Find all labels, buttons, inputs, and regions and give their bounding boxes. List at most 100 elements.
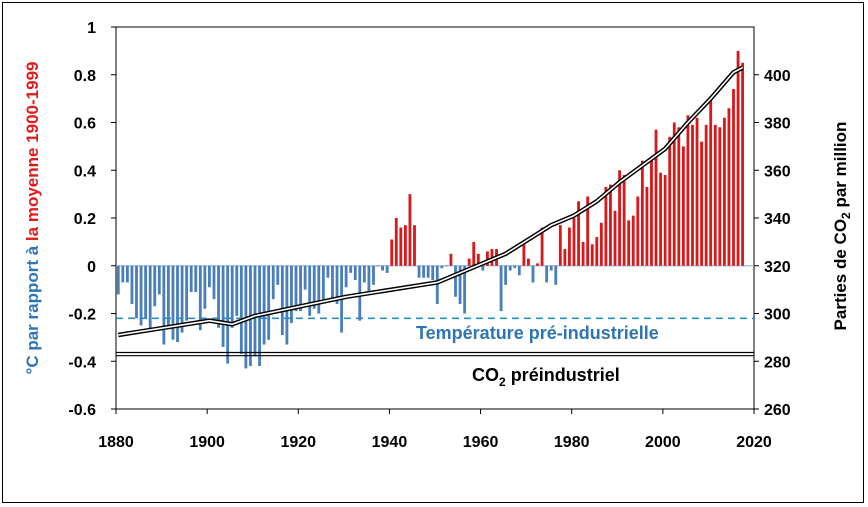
temperature-bar-2010 [709, 98, 713, 266]
temperature-bar-1922 [308, 265, 312, 316]
y-left-tick-label-6: 0.6 [74, 116, 96, 133]
temperature-bar-1888 [153, 265, 157, 307]
temperature-bar-1894 [180, 265, 184, 333]
temperature-bar-2014 [727, 108, 731, 266]
temperature-bar-1915 [276, 265, 280, 285]
temperature-bar-1891 [166, 265, 170, 328]
temperature-bar-1973 [540, 227, 544, 266]
temperature-bar-1905 [230, 265, 234, 328]
temperature-bar-1941 [394, 218, 398, 266]
temperature-bar-1965 [504, 265, 508, 285]
y-left-tick-label-4: 0.2 [74, 211, 96, 228]
temperature-bar-2012 [718, 127, 722, 266]
temperature-bar-1993 [631, 215, 635, 266]
temperature-bar-1989 [613, 210, 617, 266]
temperature-bar-1974 [545, 265, 549, 283]
temperature-bar-2008 [700, 141, 704, 266]
temperature-bar-1958 [472, 241, 476, 266]
temperature-bar-1996 [645, 186, 649, 266]
temperature-bar-1955 [458, 265, 462, 304]
y-left-tick-label-5: 0.4 [74, 163, 96, 180]
y-left-tick-label-8: 1 [87, 20, 96, 37]
co2-line-outer [117, 65, 744, 338]
temperature-bar-1943 [403, 225, 407, 266]
temperature-bar-1916 [280, 265, 284, 335]
temperature-bar-1976 [554, 265, 558, 285]
temperature-bar-1925 [321, 265, 325, 300]
temperature-bar-1913 [267, 265, 271, 340]
temperature-bar-2009 [704, 124, 708, 266]
temperature-bar-1892 [171, 265, 175, 340]
temperature-bar-1914 [271, 265, 275, 300]
y-right-tick-label-7: 400 [764, 68, 791, 85]
temperature-bar-1986 [599, 222, 603, 266]
temperature-bar-1934 [362, 265, 366, 283]
y-axis-right-label-main: Parties de CO [831, 219, 850, 331]
x-tick-label-5: 1980 [554, 434, 590, 451]
temperature-bar-1917 [285, 265, 289, 345]
temperature-bar-2004 [681, 146, 685, 266]
y-right-tick-label-5: 360 [764, 163, 791, 180]
temperature-bar-1982 [581, 241, 585, 266]
temperature-bar-1901 [212, 265, 216, 300]
temperature-bar-1907 [239, 265, 243, 355]
temperature-bar-1969 [522, 241, 526, 266]
temperature-bar-1926 [326, 265, 330, 278]
temperature-bar-2005 [686, 115, 690, 266]
temperature-bar-2000 [663, 175, 667, 266]
temperature-bar-1961 [485, 251, 489, 266]
temperature-bar-1923 [312, 265, 316, 309]
co2-line-inner [118, 66, 743, 336]
temperature-bar-1999 [659, 172, 662, 266]
temperature-bar-2002 [672, 122, 676, 266]
temperature-bar-1884 [135, 265, 138, 319]
y-left-tick-label-3: 0 [87, 259, 96, 276]
temperature-bar-1935 [367, 265, 371, 295]
y-axis-right-label: Parties de CO2 par million [831, 122, 853, 331]
plot-area [115, 26, 755, 410]
temperature-bar-2015 [732, 89, 735, 266]
y-axis-left-label-part-1: °C par rapport à [23, 241, 42, 374]
temperature-bar-1918 [290, 265, 293, 324]
temperature-bar-1896 [189, 265, 193, 293]
temperature-bar-1995 [640, 160, 644, 266]
temperature-bar-1906 [235, 265, 239, 316]
temperature-bar-1960 [481, 265, 485, 271]
temperature-bar-1899 [203, 265, 207, 309]
temperature-bar-1983 [586, 196, 590, 266]
temperature-bar-1895 [185, 265, 189, 321]
temperature-bar-2011 [713, 124, 717, 266]
temperature-bar-1881 [121, 265, 125, 283]
temperature-bar-1940 [390, 239, 394, 266]
temperature-bar-1924 [317, 265, 321, 314]
temperature-bar-1997 [650, 160, 653, 266]
temperature-bar-1883 [130, 265, 134, 304]
temperature-bar-1921 [303, 265, 307, 290]
temperature-bar-1928 [335, 265, 339, 304]
temperature-bar-1889 [157, 265, 161, 295]
temperature-bar-1939 [385, 265, 389, 273]
plot-border [115, 26, 755, 410]
temperature-bar-1912 [262, 265, 266, 345]
temperature-bar-1953 [449, 253, 453, 266]
temperature-bar-2013 [722, 117, 726, 266]
preindustrial-co2-label: CO2 préindustriel [472, 365, 620, 389]
temperature-bar-1998 [654, 129, 658, 266]
temperature-bar-1980 [572, 218, 576, 266]
temperature-bar-1978 [563, 249, 567, 266]
temperature-bar-1910 [253, 265, 257, 357]
temperature-bar-1964 [499, 265, 503, 312]
axes: 1880 1900 1920 1940 1960 1980 2000 2020 -0.6 -0.4… [68, 20, 790, 451]
temperature-bars [116, 50, 745, 369]
y-right-tick-label-0: 260 [764, 402, 791, 419]
temperature-bar-1936 [372, 265, 375, 285]
temperature-bar-2016 [736, 50, 740, 266]
x-tick-label-4: 1960 [463, 434, 499, 451]
x-tick-label-6: 2000 [645, 434, 681, 451]
temperature-bar-1948 [426, 265, 430, 278]
temperature-bar-1988 [609, 184, 612, 266]
temperature-bar-1968 [517, 265, 521, 276]
temperature-bar-1944 [408, 194, 412, 266]
temperature-bar-1954 [454, 265, 457, 297]
